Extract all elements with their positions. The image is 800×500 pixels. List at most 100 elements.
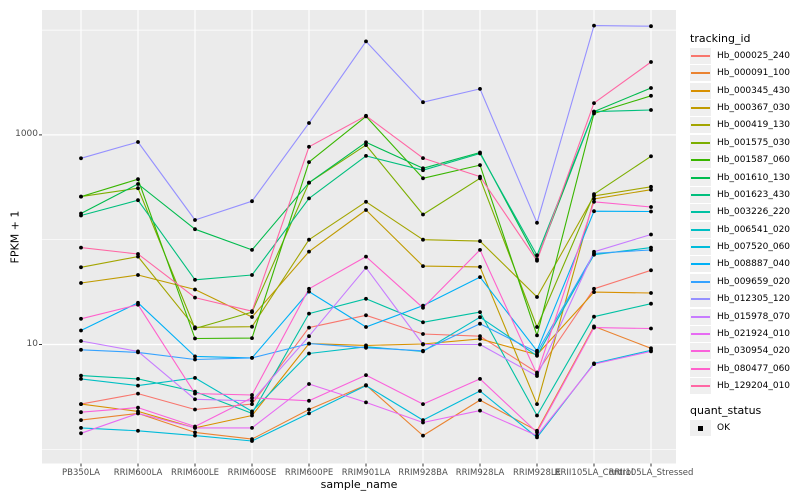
data-point [136, 252, 140, 256]
data-point [364, 254, 368, 259]
data-point [421, 100, 425, 105]
data-point [79, 194, 83, 199]
data-point [364, 373, 368, 377]
legend-entry-label: Hb_000025_240 [717, 51, 791, 61]
data-point [193, 295, 197, 300]
data-point [79, 410, 83, 415]
data-point [307, 180, 311, 185]
gridlines [42, 10, 676, 464]
x-tick-label: RRII105LA_Control [554, 468, 634, 478]
data-point [136, 186, 140, 191]
data-point [136, 405, 140, 410]
data-point [193, 376, 197, 380]
data-point [535, 325, 539, 329]
data-point [79, 265, 83, 270]
data-point [79, 156, 83, 161]
legend-entry-label: Hb_009659_020 [717, 276, 791, 287]
x-tick-label: RRII105LA_Stressed [608, 468, 694, 478]
legend-key-swatch [690, 134, 711, 151]
data-point [364, 313, 368, 318]
data-point [364, 39, 368, 44]
data-point [421, 212, 425, 217]
data-point [136, 377, 140, 381]
legend-key-swatch [690, 48, 711, 64]
data-point [136, 349, 140, 354]
data-point [649, 209, 653, 214]
data-point [364, 400, 368, 405]
legend-line-icon [691, 107, 710, 110]
data-point [421, 176, 425, 181]
legend-entry-label: Hb_000419_130 [717, 120, 791, 131]
data-point [136, 411, 140, 416]
data-point [649, 326, 653, 331]
data-point [136, 182, 140, 186]
data-point [649, 154, 653, 159]
data-point [364, 113, 368, 118]
data-point [478, 151, 482, 156]
data-point [364, 208, 368, 212]
legend-line-icon [691, 263, 710, 266]
data-point [478, 248, 482, 252]
data-point [535, 350, 539, 355]
data-point [307, 121, 311, 125]
legend-line-icon [691, 315, 710, 318]
data-point [307, 382, 311, 386]
legend-key-swatch [690, 308, 711, 325]
legend-entry-label: Hb_129204_010 [717, 381, 791, 392]
legend-line-icon [691, 193, 710, 196]
data-point [649, 184, 653, 189]
data-point [307, 411, 311, 416]
legend-line-icon [691, 211, 710, 214]
x-axis-title: sample_name [320, 478, 398, 491]
legend-line-icon [691, 385, 710, 388]
data-point [307, 289, 311, 294]
data-point [592, 23, 596, 28]
black-point-icon [698, 426, 703, 431]
data-point [79, 316, 83, 321]
x-tick-label: RRIM600PE [284, 468, 334, 478]
data-point [79, 339, 83, 343]
legend-line-icon [691, 332, 710, 335]
data-point [478, 398, 482, 402]
data-point [364, 140, 368, 145]
data-point [250, 426, 254, 430]
data-point [79, 431, 83, 436]
legend-entry-label: Hb_030954_020 [717, 346, 791, 357]
data-point [307, 237, 311, 242]
legend-title-tracking-id: tracking_id [690, 32, 751, 45]
data-point [193, 287, 197, 292]
data-point [136, 391, 140, 396]
legend-title-quant-status: quant_status [690, 404, 762, 417]
data-point [478, 315, 482, 320]
legend-entry-label: Hb_015978_070 [717, 311, 791, 322]
data-point [421, 433, 425, 438]
data-point [136, 198, 140, 203]
data-point [478, 174, 482, 179]
data-point [649, 93, 653, 98]
legend-key-swatch [690, 169, 711, 186]
data-point [307, 407, 311, 412]
tick-marks [39, 134, 652, 467]
data-point [307, 334, 311, 339]
data-point [364, 325, 368, 329]
data-point [649, 60, 653, 64]
data-point [421, 264, 425, 268]
data-point [478, 163, 482, 168]
legend-entry-label: Hb_080477_060 [717, 363, 791, 374]
data-point [592, 101, 596, 105]
legend-entry-label: Hb_008887_040 [717, 259, 791, 270]
y-tick-label: 1000 [15, 129, 38, 140]
legend-line-icon [691, 55, 710, 57]
data-point [649, 291, 653, 295]
data-point [478, 389, 482, 393]
data-point [250, 336, 254, 340]
data-points [79, 23, 653, 443]
data-point [193, 218, 197, 222]
x-tick-label: RRIM928LA [455, 468, 505, 478]
legend-entry-label: Hb_000345_430 [717, 85, 791, 96]
legend-key-swatch [690, 82, 711, 99]
data-point [592, 362, 596, 366]
legend-key-swatch [690, 239, 711, 256]
data-point [79, 213, 83, 218]
data-point [592, 199, 596, 204]
